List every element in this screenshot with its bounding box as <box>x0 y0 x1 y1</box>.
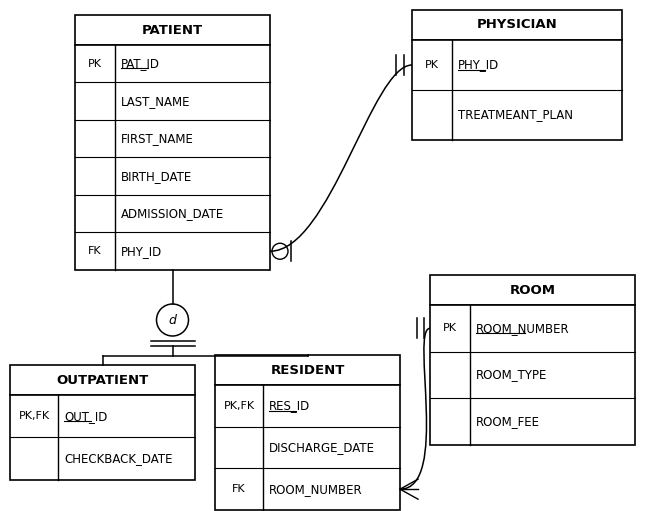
Text: FK: FK <box>232 484 246 494</box>
Text: RESIDENT: RESIDENT <box>270 363 344 377</box>
Text: PHYSICIAN: PHYSICIAN <box>477 18 557 32</box>
Text: PHY_ID: PHY_ID <box>458 58 499 72</box>
Text: ROOM_NUMBER: ROOM_NUMBER <box>269 483 363 496</box>
Text: PHY_ID: PHY_ID <box>121 245 162 258</box>
Text: OUT_ID: OUT_ID <box>64 410 107 423</box>
Text: BIRTH_DATE: BIRTH_DATE <box>121 170 192 183</box>
Text: PATIENT: PATIENT <box>142 24 203 36</box>
Text: TREATMEANT_PLAN: TREATMEANT_PLAN <box>458 108 573 122</box>
Text: ROOM: ROOM <box>510 284 555 296</box>
Text: FIRST_NAME: FIRST_NAME <box>121 132 194 145</box>
Text: FK: FK <box>88 246 102 256</box>
Text: ADMISSION_DATE: ADMISSION_DATE <box>121 207 224 220</box>
Text: RES_ID: RES_ID <box>269 399 311 412</box>
Text: LAST_NAME: LAST_NAME <box>121 95 191 108</box>
Bar <box>215 385 400 510</box>
Text: PK,FK: PK,FK <box>223 401 255 411</box>
Text: ROOM_TYPE: ROOM_TYPE <box>476 368 547 382</box>
Text: ROOM_NUMBER: ROOM_NUMBER <box>476 322 570 335</box>
Bar <box>75 45 270 270</box>
Text: ROOM_FEE: ROOM_FEE <box>476 415 540 428</box>
Bar <box>75 15 270 45</box>
Bar <box>430 305 635 445</box>
Text: PK: PK <box>443 323 457 333</box>
Bar <box>412 40 622 140</box>
Text: PAT_ID: PAT_ID <box>121 57 160 70</box>
Text: PK,FK: PK,FK <box>18 411 49 421</box>
Bar <box>430 275 635 305</box>
Bar <box>215 355 400 385</box>
Text: DISCHARGE_DATE: DISCHARGE_DATE <box>269 441 375 454</box>
Text: PK: PK <box>88 59 102 69</box>
Bar <box>412 10 622 40</box>
Text: CHECKBACK_DATE: CHECKBACK_DATE <box>64 452 173 465</box>
Text: OUTPATIENT: OUTPATIENT <box>57 374 148 386</box>
Bar <box>10 365 195 395</box>
Text: PK: PK <box>425 60 439 70</box>
Text: d: d <box>169 314 176 327</box>
Bar <box>10 395 195 480</box>
